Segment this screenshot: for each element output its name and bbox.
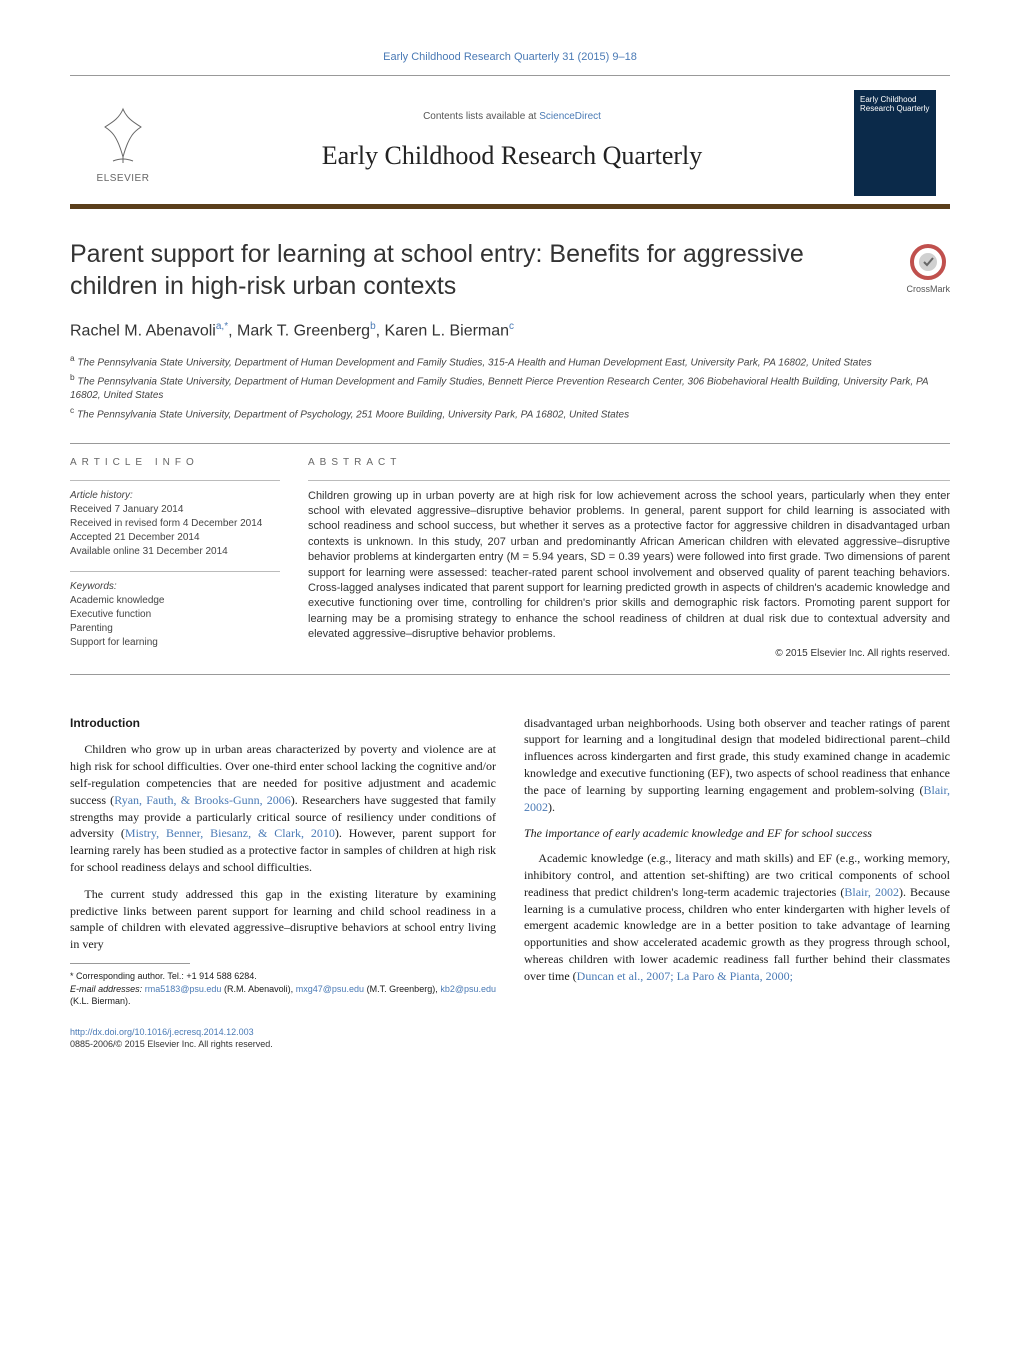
contents-line: Contents lists available at ScienceDirec…	[170, 110, 854, 124]
affiliations: a The Pennsylvania State University, Dep…	[70, 353, 950, 423]
doi-link[interactable]: http://dx.doi.org/10.1016/j.ecresq.2014.…	[70, 1027, 254, 1037]
sciencedirect-link[interactable]: ScienceDirect	[539, 111, 601, 122]
journal-cover-thumb: Early Childhood Research Quarterly	[854, 90, 936, 196]
paper-title: Parent support for learning at school en…	[70, 239, 830, 302]
crossmark-icon	[909, 243, 947, 281]
keyword: Academic knowledge	[70, 594, 280, 608]
article-info: ARTICLE INFO Article history: Received 7…	[70, 456, 280, 662]
crossmark-badge[interactable]: CrossMark	[906, 243, 950, 296]
abstract-heading: ABSTRACT	[308, 456, 950, 470]
journal-title: Early Childhood Research Quarterly	[170, 138, 854, 174]
abstract-text: Children growing up in urban poverty are…	[308, 489, 950, 643]
keyword: Executive function	[70, 608, 280, 622]
email-link[interactable]: rma5183@psu.edu	[145, 984, 222, 994]
citation: Ryan, Fauth, & Brooks-Gunn, 2006	[114, 793, 291, 807]
history-line: Available online 31 December 2014	[70, 545, 280, 559]
citation: Mistry, Benner, Biesanz, & Clark, 2010	[125, 826, 335, 840]
history-line: Accepted 21 December 2014	[70, 531, 280, 545]
article-info-heading: ARTICLE INFO	[70, 456, 280, 470]
journal-reference: Early Childhood Research Quarterly 31 (2…	[70, 50, 950, 65]
citation: Duncan et al., 2007; La Paro & Pianta, 2…	[577, 969, 793, 983]
issn-copyright: 0885-2006/© 2015 Elsevier Inc. All right…	[70, 1039, 273, 1049]
affiliation: b The Pennsylvania State University, Dep…	[70, 372, 950, 403]
email-link[interactable]: kb2@psu.edu	[440, 984, 496, 994]
authors-line: Rachel M. Abenavolia,*, Mark T. Greenber…	[70, 320, 950, 343]
intro-heading: Introduction	[70, 715, 496, 732]
abstract: ABSTRACT Children growing up in urban po…	[308, 456, 950, 662]
history-line: Received 7 January 2014	[70, 503, 280, 517]
keyword: Parenting	[70, 622, 280, 636]
doi-footer: http://dx.doi.org/10.1016/j.ecresq.2014.…	[70, 1026, 950, 1051]
abstract-copyright: © 2015 Elsevier Inc. All rights reserved…	[308, 647, 950, 661]
crossmark-label: CrossMark	[906, 284, 950, 294]
citation: Blair, 2002	[844, 885, 899, 899]
body-text: Introduction Children who grow up in urb…	[70, 715, 950, 1008]
masthead: ELSEVIER Contents lists available at Sci…	[70, 75, 950, 209]
keyword: Support for learning	[70, 636, 280, 650]
footnote-rule	[70, 963, 190, 964]
affiliation: c The Pennsylvania State University, Dep…	[70, 405, 950, 422]
history-line: Received in revised form 4 December 2014	[70, 517, 280, 531]
elsevier-logo	[91, 101, 155, 165]
corresponding-author-footnote: * Corresponding author. Tel.: +1 914 588…	[70, 970, 496, 1008]
keywords-label: Keywords:	[70, 580, 280, 594]
subsection-heading: The importance of early academic knowled…	[524, 825, 950, 842]
publisher-name: ELSEVIER	[76, 172, 170, 186]
email-link[interactable]: mxg47@psu.edu	[296, 984, 364, 994]
history-label: Article history:	[70, 489, 280, 503]
affiliation: a The Pennsylvania State University, Dep…	[70, 353, 950, 370]
